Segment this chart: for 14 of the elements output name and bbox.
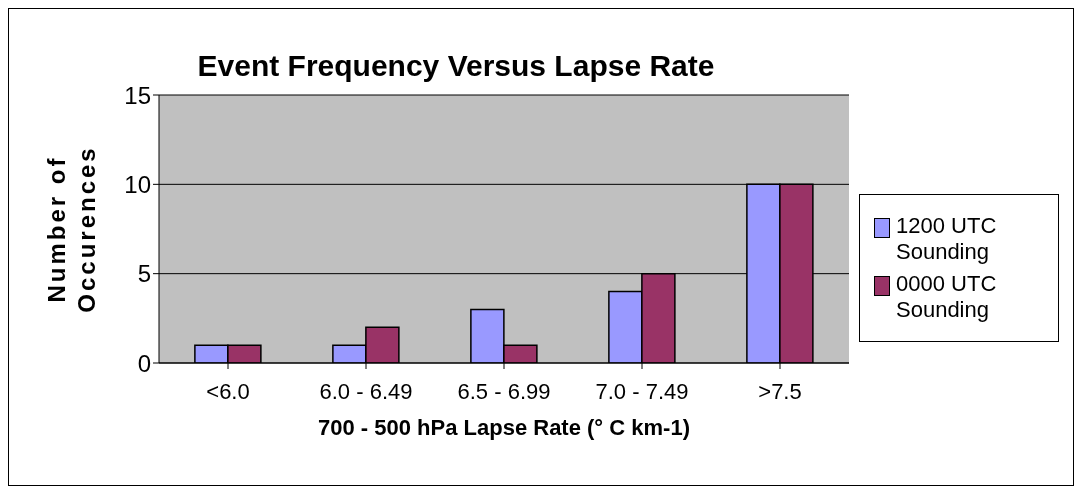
chart-title: Event Frequency Versus Lapse Rate: [196, 49, 716, 83]
x-tick-label: >7.5: [758, 378, 802, 404]
y-tick-label: 15: [124, 81, 151, 109]
y-axis-title: Number of Occurences: [43, 145, 100, 313]
y-tick-label: 0: [137, 349, 151, 377]
x-axis-title: 700 - 500 hPa Lapse Rate (° C km-1): [318, 415, 690, 440]
x-tick-label: 6.5 - 6.99: [457, 378, 551, 404]
x-tick-label: <6.0: [206, 378, 250, 404]
y-tick-label: 10: [124, 170, 151, 198]
legend-label: 1200 UTC Sounding: [896, 213, 998, 265]
y-tick-label: 5: [137, 260, 151, 288]
legend-label: 0000 UTC Sounding: [896, 271, 998, 323]
x-tick-label: 6.0 - 6.49: [319, 378, 413, 404]
x-tick-label: 7.0 - 7.49: [595, 378, 689, 404]
